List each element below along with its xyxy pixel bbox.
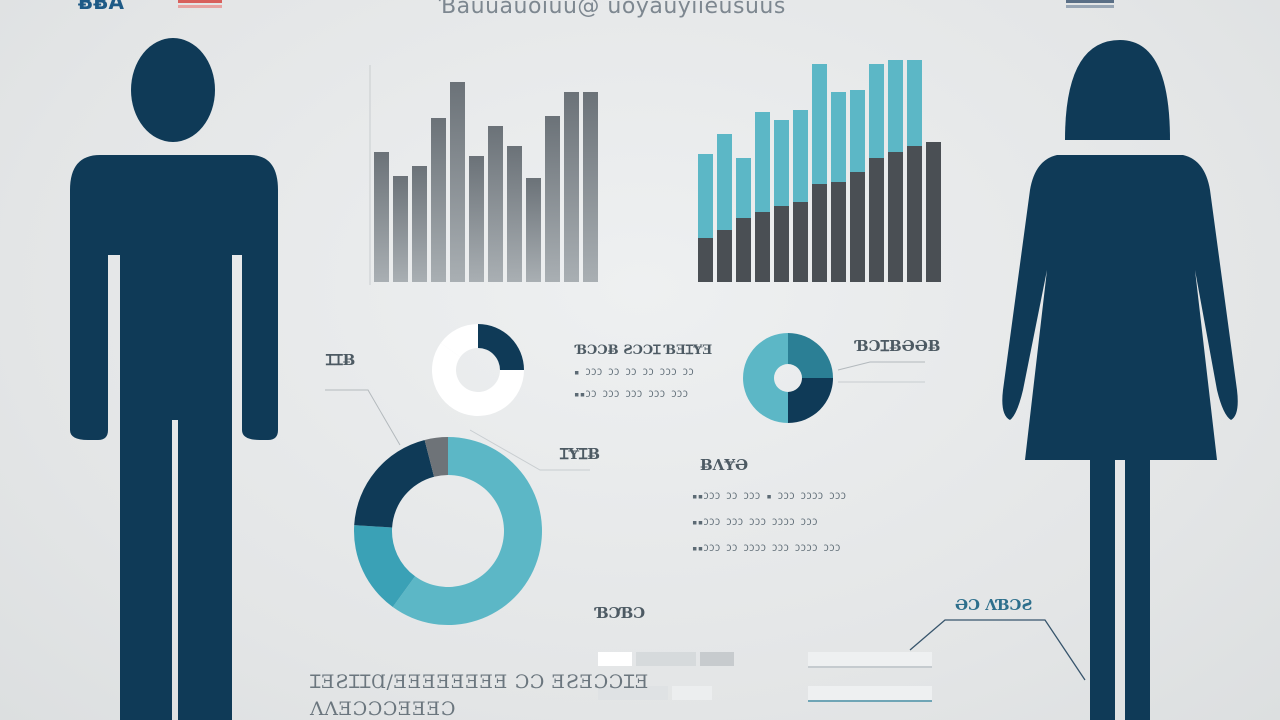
legend-bar: [808, 652, 932, 668]
bar-segment-dark: [774, 206, 789, 282]
male-figure-icon: [70, 38, 278, 720]
bar-segment-teal: [717, 134, 732, 230]
donut-chart-small-1: [432, 324, 524, 416]
donut-slice: [788, 333, 833, 378]
bar: [450, 82, 465, 282]
label-left-mid: ꞮɎꞮɃ: [560, 445, 601, 463]
donut-slice: [424, 437, 448, 477]
flag-icon: [1066, 0, 1114, 10]
bar-segment-teal: [869, 64, 884, 158]
bar: [469, 156, 484, 282]
donut-slice: [478, 324, 524, 370]
legend-bar: [700, 652, 734, 666]
label-left-top: ꞮꞮɃ: [326, 351, 356, 369]
legend-bar: [636, 652, 696, 666]
label-center-top: ƁƆƆɃ ƧƆƆꞮ ƁƎꞮɎƎ: [576, 343, 713, 358]
bar-segment-teal: [774, 120, 789, 206]
donut-slice: [788, 378, 833, 423]
bar-segment-teal: [736, 158, 751, 218]
bar-segment-teal: [698, 154, 713, 238]
bottom-text-line-1: ꞮƎƧꞮꞮⱭ/ƎƎƎƎƎƎƎƎ ƆƆ ƎƧƎƆƆꞮƎ: [310, 671, 650, 693]
text-line: ▪▪ƆƆƆ ƆƆ ƆƆƆ ▪ ƆƆƆ ƆƆƆƆ ƆƆƆ: [692, 492, 847, 502]
bottom-text-line-2: ɅɅƎƆƆƆƎƎƎƆ: [310, 698, 457, 720]
bar-segment-teal: [755, 112, 770, 212]
donut-slice: [440, 324, 478, 358]
bar-chart-right: [698, 60, 941, 282]
bar-segment-dark: [736, 218, 751, 282]
label-right-top: ƁƆꞮɃƏƏɃ: [856, 337, 941, 355]
flag-icon: [178, 0, 222, 10]
bar-segment-dark: [869, 158, 884, 282]
bar-segment-teal: [907, 60, 922, 146]
text-line: ▪ ƆƆƆ ƆƆ ƆƆ ƆƆ ƆƆƆ ƆƆ: [574, 368, 695, 378]
text-line: ▪▪ƆƆƆ ƆƆƆ ƆƆƆ ƆƆƆƆ ƆƆƆ: [692, 518, 818, 528]
bar-segment-dark: [907, 146, 922, 282]
legend-bar: [672, 686, 712, 700]
bar: [412, 166, 427, 282]
donut-slice: [392, 437, 543, 625]
bar: [564, 92, 579, 282]
bar: [488, 126, 503, 282]
legend-bar: [808, 686, 932, 702]
female-figure-icon: [1002, 40, 1238, 720]
bar-segment-dark: [793, 202, 808, 282]
donut-slice: [354, 439, 435, 528]
bar-segment-dark: [717, 230, 732, 282]
bar: [583, 92, 598, 282]
donut-chart-small-2: [743, 333, 833, 423]
bar: [526, 178, 541, 282]
donut-slice: [743, 333, 788, 423]
bar: [374, 152, 389, 282]
bar: [393, 176, 408, 282]
bar-segment-teal: [793, 110, 808, 202]
text-line: ▪▪ƆƆ ƆƆƆ ƆƆƆ ƆƆƆ ƆƆƆ: [574, 390, 689, 400]
bar-segment-teal: [850, 90, 865, 172]
legend-bar: [598, 652, 632, 666]
donut-slice: [432, 342, 524, 416]
bar-segment-teal: [812, 64, 827, 184]
label-bottom-center: ƁƆƁƆ: [596, 604, 646, 622]
bar: [431, 118, 446, 282]
donut-slice: [354, 525, 416, 608]
bar-segment-dark: [755, 212, 770, 282]
donut-chart-large: [354, 437, 543, 625]
bar-segment-teal: [831, 92, 846, 182]
corner-label: ɃɃA: [78, 0, 124, 14]
text-line: ▪▪ƆƆƆ ƆƆ ƆƆƆƆ ƆƆƆ ƆƆƆƆ ƆƆƆ: [692, 544, 841, 554]
bar-segment-dark: [888, 152, 903, 282]
bar: [507, 146, 522, 282]
bar-segment-teal: [888, 60, 903, 152]
label-center-mid: ɃɅɎƏ: [700, 456, 749, 474]
bar-segment-dark: [698, 238, 713, 282]
bar-chart-left: [369, 65, 598, 285]
bar: [545, 116, 560, 282]
label-bottom-right: ƏƆ ɅƁƆƧ: [955, 596, 1033, 614]
bar-segment-dark: [812, 184, 827, 282]
legend-bar: [598, 686, 668, 700]
page-title: Ɓauuauoiuu@ uoyauyiieusuus: [440, 0, 786, 19]
bar-segment-dark: [831, 182, 846, 282]
bar-segment-dark: [850, 172, 865, 282]
bar-segment-dark: [926, 142, 941, 282]
